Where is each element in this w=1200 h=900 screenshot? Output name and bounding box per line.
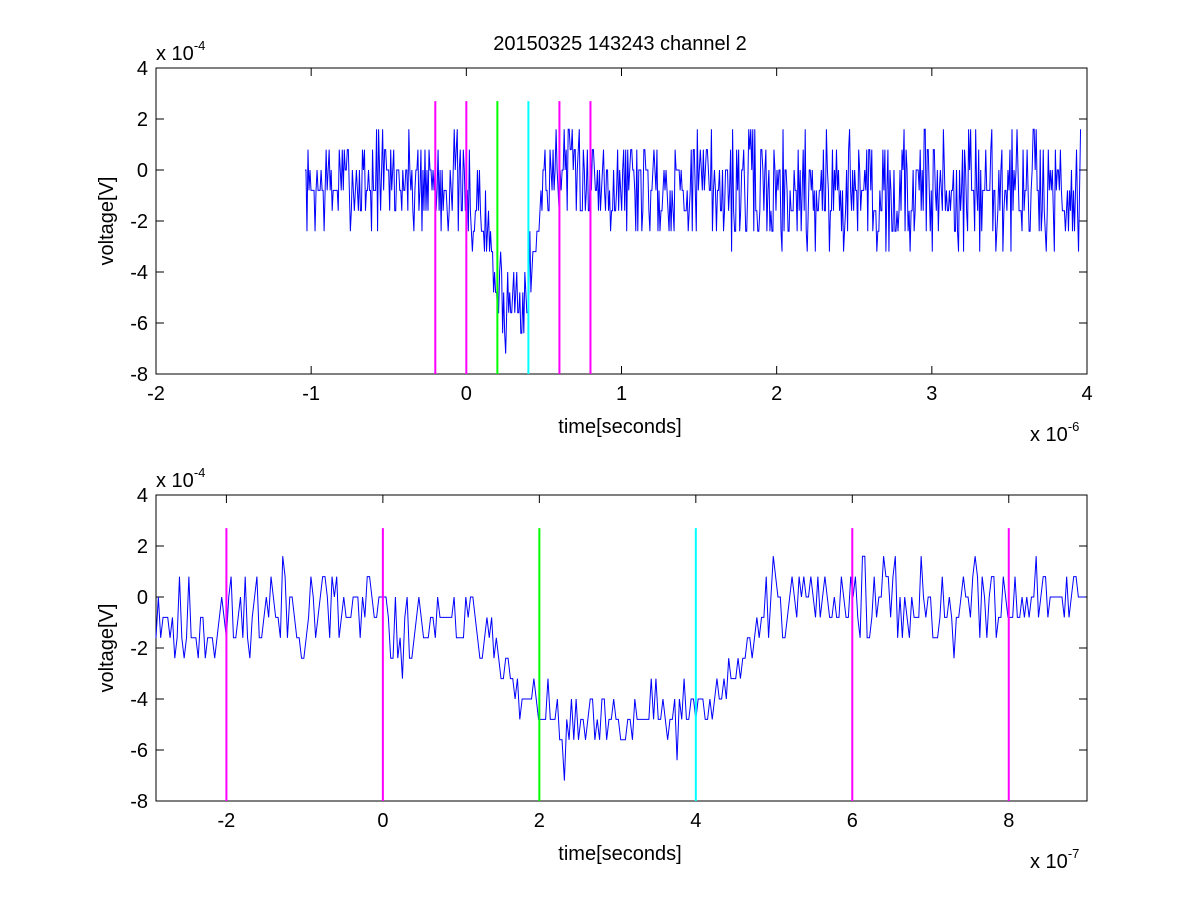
top-plot-x-tick-label: 4 [1081,383,1092,405]
top-plot-x-tick-label: 3 [926,383,937,405]
top-plot-y-exponent-power: -4 [194,38,206,53]
bottom-plot-x-tick-label: 2 [534,810,545,832]
top-plot-y-tick-label: 0 [137,160,148,182]
top-plot-y-tick-label: -6 [130,313,148,335]
top-plot-x-tick-label: -1 [302,383,320,405]
bottom-plot-area [155,494,1088,802]
bottom-plot-x-tick-label: 0 [377,810,388,832]
top-plot-ylabel: voltage[V] [96,177,118,266]
top-plot-y-tick-label: -8 [130,364,148,386]
bottom-plot-y-tick-label: -2 [130,638,148,660]
bottom-plot-x-tick-label: 6 [847,810,858,832]
top-plot-x-exponent: x 10-6 [1030,419,1079,446]
top-plot-ticks: -2 -1 0 1 2 3 4 -8 -6 -4 -2 0 2 4 [130,58,1092,405]
bottom-plot-x-tick-label: 4 [690,810,701,832]
bottom-plot: -2 0 2 4 6 8 -8 -6 -4 -2 0 2 4 time[seconds] voltage… [96,465,1088,873]
bottom-plot-y-tick-label: 4 [137,485,148,507]
top-plot-markers [434,101,592,374]
top-plot-signal-trace [304,128,1082,354]
top-plot-data [304,128,1082,354]
top-plot-y-tick-label: -2 [130,211,148,233]
top-plot: -2 -1 0 1 2 3 4 -8 -6 -4 -2 0 2 4 time[seconds] volta… [96,38,1093,446]
bottom-plot-y-exponent-base: x 10 [156,470,194,492]
bottom-plot-x-tick-label: -2 [218,810,236,832]
bottom-plot-x-exponent-base: x 10 [1030,851,1068,873]
top-plot-x-tick-label: -2 [147,383,165,405]
bottom-plot-ylabel: voltage[V] [96,604,118,693]
top-plot-x-exponent-power: -6 [1068,419,1080,434]
bottom-plot-y-tick-label: 2 [137,536,148,558]
top-plot-y-exponent: x 10-4 [156,38,205,65]
bottom-plot-x-tick-label: 8 [1003,810,1014,832]
top-plot-area [155,67,1088,375]
top-plot-y-tick-label: -4 [130,262,148,284]
figure-title: 20150325 143243 channel 2 [493,33,747,55]
bottom-plot-markers [225,528,1010,801]
bottom-plot-y-tick-label: -8 [130,791,148,813]
bottom-plot-data [155,555,1086,781]
top-plot-xlabel: time[seconds] [558,416,681,438]
bottom-plot-y-tick-label: -6 [130,740,148,762]
bottom-plot-y-tick-label: -4 [130,689,148,711]
bottom-plot-ticks: -2 0 2 4 6 8 -8 -6 -4 -2 0 2 4 [130,485,1087,832]
top-plot-x-tick-label: 1 [616,383,627,405]
top-plot-x-exponent-base: x 10 [1030,424,1068,446]
bottom-plot-xlabel: time[seconds] [558,843,681,865]
top-plot-y-exponent-base: x 10 [156,43,194,65]
bottom-plot-x-exponent-power: -7 [1068,846,1080,861]
top-plot-x-tick-label: 2 [771,383,782,405]
top-plot-y-tick-label: 4 [137,58,148,80]
bottom-plot-y-exponent-power: -4 [194,465,206,480]
bottom-plot-y-tick-label: 0 [137,587,148,609]
top-plot-y-tick-label: 2 [137,109,148,131]
bottom-plot-y-exponent: x 10-4 [156,465,205,492]
bottom-plot-x-exponent: x 10-7 [1030,846,1079,873]
top-plot-x-tick-label: 0 [461,383,472,405]
bottom-plot-signal-trace [155,555,1086,781]
